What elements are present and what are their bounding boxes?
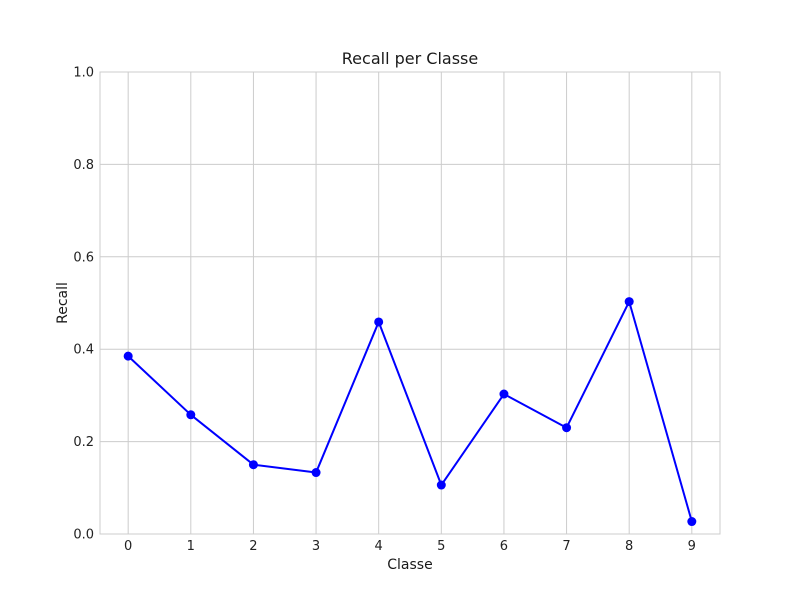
recall-point xyxy=(562,423,572,433)
series-layer xyxy=(123,297,697,527)
x-tick-label: 4 xyxy=(375,539,383,554)
plot-area-frame xyxy=(99,71,721,535)
x-axis-ticks: 0 1 2 3 4 5 6 7 8 9 xyxy=(124,539,696,554)
y-tick-label: 0.6 xyxy=(73,250,94,265)
x-tick-label: 2 xyxy=(249,539,257,554)
x-axis-title: Classe xyxy=(387,557,432,573)
y-tick-label: 0.4 xyxy=(73,343,94,358)
y-tick-label: 0.8 xyxy=(73,158,94,173)
x-tick-label: 6 xyxy=(500,539,508,554)
x-tick-label: 9 xyxy=(688,539,696,554)
recall-point xyxy=(374,317,384,327)
recall-point xyxy=(499,389,509,399)
x-tick-label: 1 xyxy=(187,539,195,554)
recall-point xyxy=(248,460,258,470)
y-tick-label: 1.0 xyxy=(73,66,94,81)
chart-title: Recall per Classe xyxy=(342,49,478,68)
recall-point xyxy=(123,351,133,361)
x-tick-label: 3 xyxy=(312,539,320,554)
y-tick-label: 0.0 xyxy=(73,528,94,543)
recall-series-line xyxy=(127,300,693,522)
recall-point xyxy=(624,297,634,307)
recall-point xyxy=(186,410,196,420)
y-axis-title: Recall xyxy=(55,282,71,324)
x-tick-label: 5 xyxy=(437,539,445,554)
recall-point xyxy=(436,480,446,490)
x-tick-label: 8 xyxy=(625,539,633,554)
y-axis-ticks: 0.0 0.2 0.4 0.6 0.8 1.0 xyxy=(73,66,94,543)
recall-point xyxy=(687,517,697,527)
x-tick-label: 0 xyxy=(124,539,132,554)
x-tick-label: 7 xyxy=(562,539,570,554)
recall-point xyxy=(311,468,321,478)
y-tick-label: 0.2 xyxy=(73,435,94,450)
